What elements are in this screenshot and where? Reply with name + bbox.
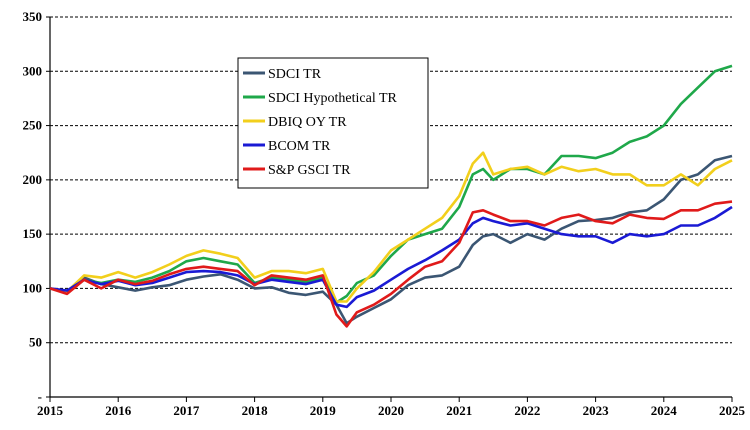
series-line-sdci-tr xyxy=(49,154,733,325)
x-tick-label: 2017 xyxy=(173,403,200,418)
x-tick-label: 2016 xyxy=(105,403,132,418)
series-line-dbiq-oy-tr xyxy=(49,151,733,303)
y-tick-label: 150 xyxy=(23,226,43,241)
legend-label-sdci-tr: SDCI TR xyxy=(268,67,322,82)
y-axis-ticks: - 50 100 150 200 250 300 350 xyxy=(23,9,50,404)
x-tick-label: 2018 xyxy=(242,403,269,418)
legend-label-sdci-hypothetical-tr: SDCI Hypothetical TR xyxy=(268,91,398,106)
x-tick-label: 2024 xyxy=(651,403,678,418)
y-tick-label: - xyxy=(38,389,42,404)
x-tick-label: 2015 xyxy=(37,403,64,418)
x-tick-label: 2023 xyxy=(583,403,610,418)
legend-label-s-p-gsci-tr: S&P GSCI TR xyxy=(268,163,351,178)
series-line-s-p-gsci-tr xyxy=(49,200,733,328)
y-tick-label: 100 xyxy=(23,280,43,295)
x-tick-label: 2022 xyxy=(514,403,540,418)
y-tick-label: 50 xyxy=(29,335,42,350)
series-lines xyxy=(49,64,733,328)
x-tick-label: 2025 xyxy=(719,403,746,418)
y-tick-label: 250 xyxy=(23,118,43,133)
x-tick-label: 2021 xyxy=(446,403,472,418)
y-tick-label: 300 xyxy=(23,63,43,78)
legend-label-dbiq-oy-tr: DBIQ OY TR xyxy=(268,115,347,130)
series-line-sdci-hypothetical-tr xyxy=(49,64,733,304)
x-tick-label: 2019 xyxy=(310,403,337,418)
legend-label-bcom-tr: BCOM TR xyxy=(268,139,331,154)
y-tick-label: 200 xyxy=(23,172,43,187)
series-line-bcom-tr xyxy=(49,205,733,309)
legend: SDCI TR SDCI Hypothetical TR DBIQ OY TR BCO… xyxy=(237,57,429,189)
x-axis-ticks: 2015 2016 2017 2018 2019 2020 2021 2022 2023 2024… xyxy=(37,397,746,418)
y-tick-label: 350 xyxy=(23,9,43,24)
x-tick-label: 2020 xyxy=(378,403,404,418)
legend-box xyxy=(237,57,429,189)
